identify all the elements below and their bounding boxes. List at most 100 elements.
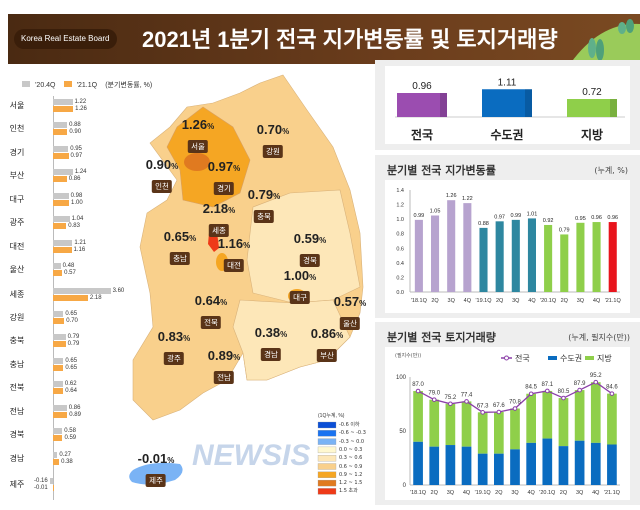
region-value: 0.90 — [69, 129, 82, 135]
x-tick-label: '19.1Q — [475, 298, 492, 304]
volume-panel: 분기별 전국 토지거래량 (누계, 필지수(만)) (필지수(만)) 전국 수도권… — [375, 322, 640, 505]
region-bar — [53, 169, 73, 175]
map-label-14: 0.83% 광주 — [158, 329, 190, 365]
region-name: 전남 — [214, 371, 234, 384]
region-value: 2.18 — [89, 295, 102, 301]
legend-swatch-curr — [63, 81, 72, 87]
region-value: 0.65 — [65, 365, 78, 371]
region-value: 1.22 — [74, 99, 87, 105]
hill-trees-icon — [570, 19, 640, 64]
region-value: 1.21 — [74, 240, 87, 246]
region-name: 서울 — [188, 140, 208, 153]
map-legend-swatch — [317, 421, 337, 429]
x-tick-label: 3Q — [448, 298, 456, 304]
y-tick-label: 0.4 — [396, 261, 404, 267]
regional-bar — [477, 412, 488, 454]
national-value: 70.8 — [509, 400, 521, 406]
region-label: 광주 — [9, 218, 25, 227]
map-label-13: 0.86% 부산 — [311, 326, 343, 362]
region-value: 0.86 — [68, 176, 81, 182]
national-point — [496, 409, 502, 415]
national-point — [512, 406, 518, 411]
rate-bar — [414, 219, 423, 292]
region-name: 세종 — [209, 224, 229, 237]
region-label: 세종 — [9, 290, 25, 299]
national-point — [528, 391, 534, 397]
rate-value: 1.05 — [430, 209, 441, 215]
region-bar — [53, 176, 67, 182]
map-sejong — [208, 232, 219, 252]
x-tick-label: 2Q — [496, 298, 504, 304]
capital-bar — [477, 453, 488, 485]
rate-value: 1.26 — [446, 193, 457, 199]
region-rate: 0.90% — [145, 157, 179, 172]
map-legend-swatch — [317, 471, 337, 478]
map-label-15: 0.89% 전남 — [208, 348, 240, 384]
legend-marker — [504, 355, 509, 361]
capital-bar — [590, 442, 601, 485]
region-rate: 0.97% — [207, 159, 241, 174]
y-tick-label: 0.6 — [396, 246, 404, 252]
regional-bar — [542, 390, 553, 439]
rate-chart: 0.0 0.2 0.4 0.6 0.8 1.0 1.2 1.4 0.99 '18.1Q 1.05 2Q… — [396, 188, 621, 304]
national-point — [577, 387, 582, 393]
region-label: 서울 — [9, 101, 25, 110]
rate-value: 0.95 — [575, 216, 586, 222]
national-point — [545, 388, 550, 394]
x-tick-label: 2Q — [495, 490, 503, 496]
region-label: 경기 — [9, 148, 25, 157]
rate-bar — [592, 222, 601, 292]
map-legend-label: 0.3 ~ 0.6 — [339, 455, 363, 462]
regional-legend: '20.4Q '21.1Q (분기변동률, %) — [22, 72, 152, 91]
region-value: 0.98 — [70, 193, 83, 199]
region-name: 전북 — [201, 316, 221, 329]
regional-bar — [607, 393, 617, 445]
rate-bar — [495, 221, 504, 292]
y-tick-label: 0.0 — [396, 290, 404, 296]
map-legend-label: 0.6 ~ 0.9 — [339, 463, 363, 470]
region-value: 0.97 — [70, 153, 83, 159]
region-rate: 0.64% — [194, 293, 228, 308]
region-bar — [53, 435, 63, 441]
rate-bar — [447, 200, 456, 292]
national-value: 75.2 — [445, 395, 457, 401]
x-tick-label: 4Q — [528, 298, 536, 304]
map-legend-label: -0.6 이하 — [339, 422, 360, 428]
map-label-2: 0.97% 경기 — [208, 159, 240, 195]
region-bar — [53, 270, 63, 276]
region-bar — [53, 129, 68, 135]
map-legend-title: (1Q누계, %) — [318, 413, 345, 419]
region-rate: 0.83% — [157, 329, 191, 344]
region-name: 경기 — [214, 182, 234, 195]
region-value: 1.16 — [73, 247, 86, 253]
region-bar — [53, 146, 69, 152]
national-point — [464, 399, 469, 404]
region-bar — [53, 452, 58, 458]
x-tick-label: 3Q — [512, 298, 520, 304]
region-bar — [53, 365, 64, 371]
region-bar — [53, 295, 88, 301]
region-rate: 1.00% — [283, 268, 317, 283]
map-legend-label: 1.5 초과 — [339, 488, 358, 495]
region-value: -0.16 — [34, 478, 48, 484]
summary-label: 지방 — [581, 127, 603, 142]
region-value: 1.04 — [71, 216, 84, 222]
summary-bar-shade — [610, 99, 617, 117]
region-bar — [53, 223, 67, 229]
region-rate: -0.01% — [137, 451, 175, 466]
rate-bar — [511, 219, 520, 292]
region-rate: 0.65% — [163, 229, 197, 244]
rate-bar — [527, 218, 536, 292]
national-value: 79.0 — [428, 391, 440, 397]
region-name: 충남 — [170, 252, 190, 265]
national-value: 87.9 — [574, 381, 586, 387]
capital-bar — [413, 441, 423, 485]
volume-title: 분기별 전국 토지거래량 — [387, 331, 496, 344]
rate-value: 0.96 — [591, 215, 602, 221]
summary-bar-shade — [440, 93, 447, 117]
rate-value: 0.88 — [478, 221, 489, 227]
region-value: 0.79 — [67, 334, 80, 340]
national-value: 87.0 — [412, 382, 424, 388]
x-tick-label: 3Q — [447, 490, 455, 496]
region-name: 대전 — [224, 259, 244, 272]
